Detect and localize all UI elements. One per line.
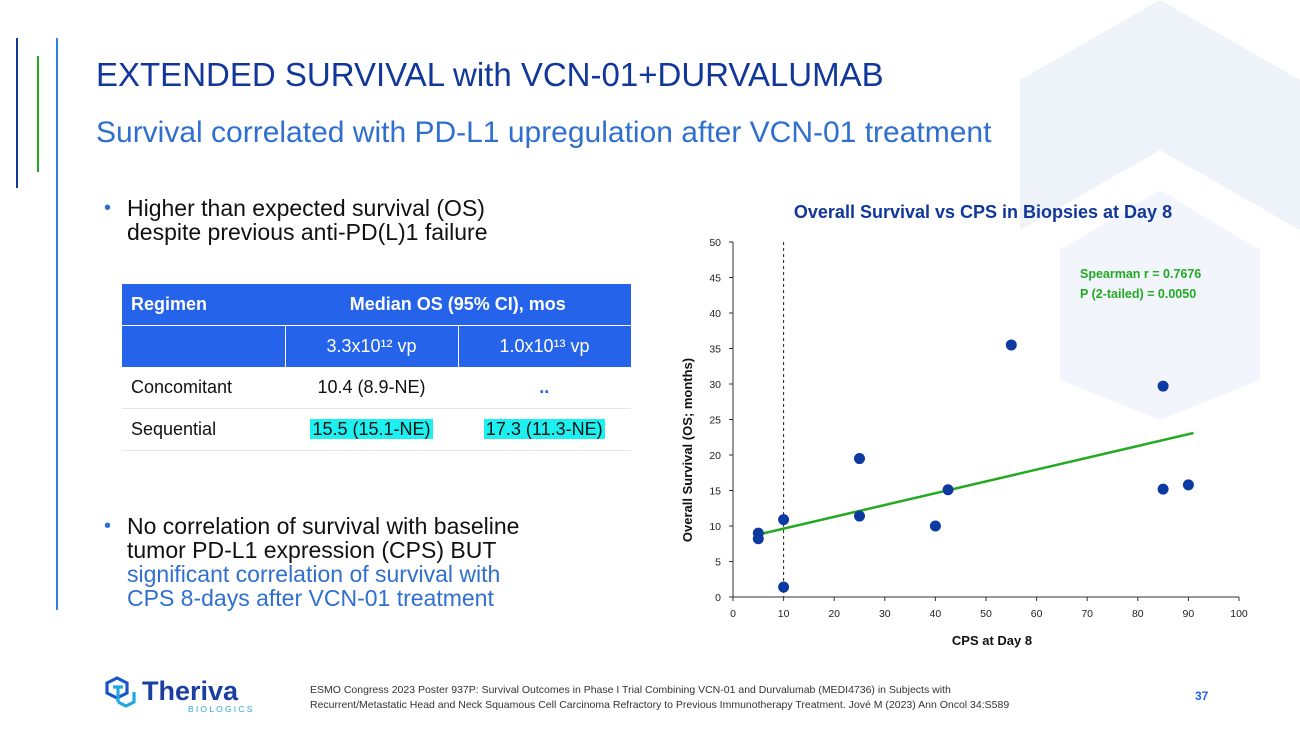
y-tick-label: 35 bbox=[709, 344, 721, 356]
header-regimen: Regimen bbox=[131, 294, 208, 314]
bullet-1-line-2: despite previous anti-PD(L)1 failure bbox=[127, 219, 488, 245]
x-tick-label: 80 bbox=[1132, 608, 1144, 620]
row-sequential-v1: 15.5 (15.1-NE) bbox=[310, 419, 433, 439]
data-point bbox=[942, 484, 954, 496]
footer-citation: ESMO Congress 2023 Poster 937P: Survival… bbox=[310, 683, 1009, 713]
y-tick-label: 10 bbox=[709, 521, 721, 533]
x-tick-label: 50 bbox=[980, 608, 992, 620]
data-point bbox=[752, 533, 764, 545]
table-row: Sequential 15.5 (15.1-NE) 17.3 (11.3-NE) bbox=[122, 408, 631, 451]
table-row: Concomitant 10.4 (8.9-NE) .. bbox=[122, 367, 631, 409]
data-point bbox=[778, 581, 790, 593]
x-tick-label: 0 bbox=[730, 608, 736, 620]
y-tick-label: 45 bbox=[709, 273, 721, 285]
x-tick-label: 20 bbox=[828, 608, 840, 620]
bullet-2-line-4: CPS 8-days after VCN-01 treatment bbox=[127, 585, 494, 611]
row-sequential-label: Sequential bbox=[131, 419, 217, 439]
y-tick-label: 25 bbox=[709, 415, 721, 427]
x-tick-label: 10 bbox=[778, 608, 790, 620]
y-tick-label: 50 bbox=[709, 237, 721, 249]
scatter-chart: Overall Survival vs CPS in Biopsies at D… bbox=[680, 202, 1248, 648]
x-tick-label: 100 bbox=[1230, 608, 1248, 620]
data-point bbox=[854, 510, 865, 522]
y-tick-label: 15 bbox=[709, 486, 721, 498]
bullet-1-line-1: Higher than expected survival (OS) bbox=[127, 195, 485, 221]
spearman-annotation: Spearman r = 0.7676 bbox=[1080, 267, 1201, 281]
x-tick-label: 60 bbox=[1031, 608, 1043, 620]
bullet-dot: • bbox=[104, 197, 112, 219]
y-tick-label: 5 bbox=[715, 557, 721, 569]
row-concomitant-label: Concomitant bbox=[131, 377, 233, 397]
data-point bbox=[929, 520, 941, 532]
chart-title: Overall Survival vs CPS in Biopsies at D… bbox=[794, 202, 1172, 222]
y-tick-label: 40 bbox=[709, 308, 721, 320]
data-point bbox=[1182, 479, 1194, 491]
data-point bbox=[778, 514, 790, 526]
theriva-logo: Theriva BIOLOGICS bbox=[104, 675, 259, 720]
dose-1: 3.3x10¹² vp bbox=[284, 325, 458, 367]
x-tick-label: 40 bbox=[930, 608, 942, 620]
y-tick-label: 20 bbox=[709, 450, 721, 462]
data-point bbox=[1005, 339, 1017, 351]
accent-line-blue bbox=[56, 38, 58, 610]
logo-sub: BIOLOGICS bbox=[188, 704, 255, 714]
dose-empty-cell bbox=[122, 325, 285, 367]
x-tick-label: 90 bbox=[1183, 608, 1195, 620]
background-decoration bbox=[1020, 0, 1300, 420]
row-sequential-v2: 17.3 (11.3-NE) bbox=[483, 419, 605, 439]
header-median-os: Median OS (95% CI), mos bbox=[349, 294, 566, 314]
footer-line-2: Recurrent/Metastatic Head and Neck Squam… bbox=[310, 699, 1010, 711]
y-tick-label: 30 bbox=[709, 379, 721, 391]
theriva-logo-mark: Theriva BIOLOGICS bbox=[105, 676, 255, 714]
logo-name: Theriva bbox=[142, 676, 239, 706]
data-point bbox=[854, 453, 865, 465]
data-point bbox=[1157, 483, 1169, 495]
bullet-2-line-3: significant correlation of survival with bbox=[127, 561, 501, 587]
accent-line-green bbox=[37, 56, 39, 172]
row-concomitant-v1: 10.4 (8.9-NE) bbox=[317, 377, 426, 397]
y-axis-label: Overall Survival (OS; months) bbox=[680, 358, 695, 542]
footer-line-1: ESMO Congress 2023 Poster 937P: Survival… bbox=[310, 684, 951, 696]
row-concomitant-v2: .. bbox=[539, 377, 550, 397]
bullet-2-line-1: No correlation of survival with baseline bbox=[127, 513, 520, 539]
x-axis-label: CPS at Day 8 bbox=[952, 633, 1032, 648]
slide-title: EXTENDED SURVIVAL with VCN-01+DURVALUMAB bbox=[96, 56, 884, 93]
bullet-2-line-2: tumor PD-L1 expression (CPS) BUT bbox=[127, 537, 497, 563]
median-os-table: Regimen Median OS (95% CI), mos 3.3x10¹²… bbox=[122, 284, 631, 451]
y-tick-label: 0 bbox=[715, 592, 721, 604]
x-tick-label: 30 bbox=[879, 608, 891, 620]
slide-subtitle: Survival correlated with PD-L1 upregulat… bbox=[96, 116, 992, 149]
dose-2: 1.0x10¹³ vp bbox=[457, 325, 631, 367]
table-header-row: Regimen Median OS (95% CI), mos bbox=[122, 284, 631, 326]
bullet-dot: • bbox=[104, 515, 112, 537]
accent-line-navy bbox=[16, 38, 18, 188]
data-point bbox=[1157, 380, 1169, 392]
x-tick-label: 70 bbox=[1081, 608, 1093, 620]
regression-line bbox=[758, 431, 1194, 536]
page-number: 37 bbox=[1195, 689, 1209, 703]
p-value-annotation: P (2-tailed) = 0.0050 bbox=[1080, 287, 1196, 301]
table-dose-row: 3.3x10¹² vp 1.0x10¹³ vp bbox=[122, 325, 631, 367]
